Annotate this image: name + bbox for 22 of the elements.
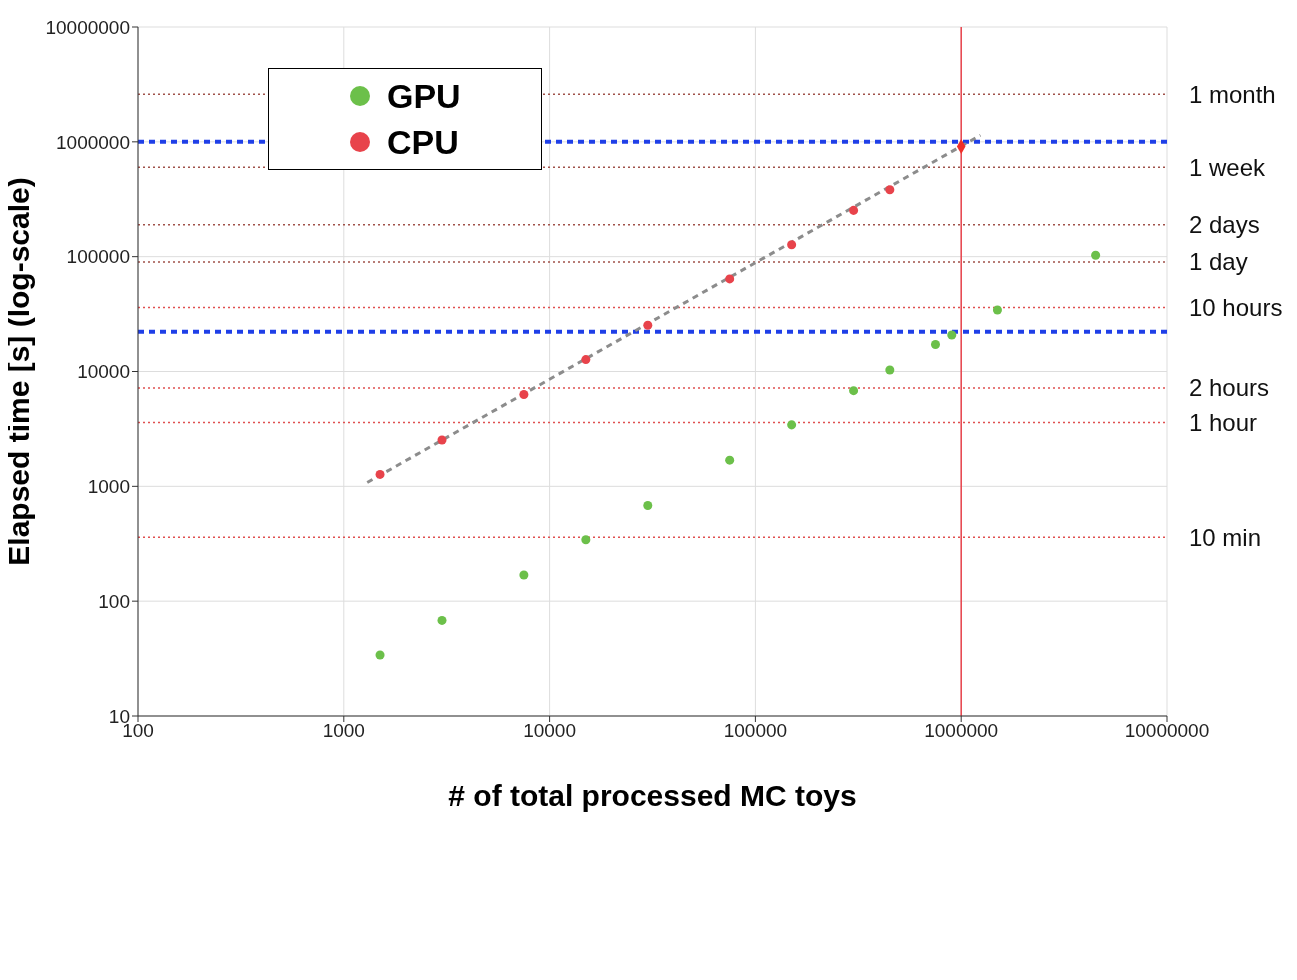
- x-axis-title: # of total processed MC toys: [448, 779, 857, 812]
- x-tick-label: 10000000: [1124, 720, 1210, 742]
- ref-line-label: 1 month: [1189, 80, 1276, 108]
- ref-line-label: 10 min: [1189, 523, 1262, 551]
- x-tick-label: 1000: [322, 720, 365, 742]
- ref-line-label: 1 week: [1189, 153, 1267, 181]
- legend-label: GPU: [387, 76, 461, 117]
- y-tick-label: 1000: [87, 476, 130, 498]
- y-tick-label: 100000: [66, 246, 130, 268]
- ref-line-label: 1 day: [1189, 248, 1248, 276]
- ref-line-label: 2 hours: [1189, 374, 1270, 402]
- ref-line-label: 2 days: [1189, 211, 1260, 239]
- ref-line-label: 1 hour: [1189, 408, 1258, 436]
- ref-line-label: 10 hours: [1189, 294, 1283, 322]
- legend-label: CPU: [387, 122, 459, 163]
- y-tick-label: 100: [98, 590, 130, 612]
- y-tick-label: 10000000: [45, 16, 130, 38]
- y-tick-label: 10000: [77, 361, 130, 383]
- x-tick-label: 10000: [523, 720, 577, 742]
- x-tick-label: 100000: [723, 720, 788, 742]
- y-tick-label: 1000000: [56, 131, 130, 153]
- x-tick-label: 1000000: [924, 720, 999, 742]
